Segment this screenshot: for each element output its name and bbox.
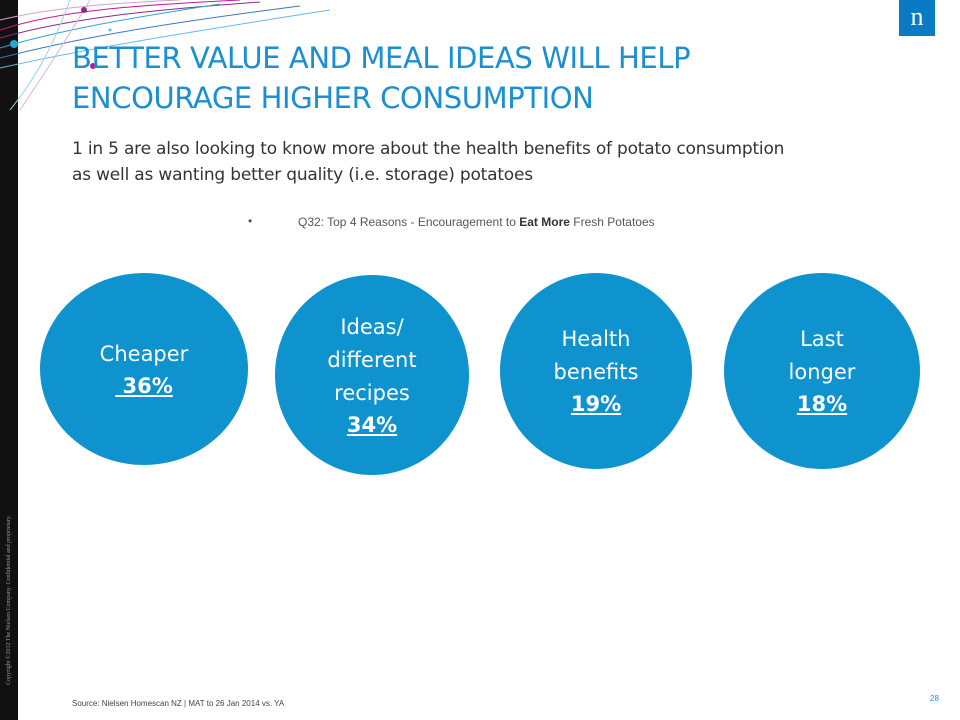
question-emphasis: Eat More: [519, 215, 570, 229]
reason-label: Cheaper: [99, 341, 189, 366]
page-title: BETTER VALUE AND MEAL IDEAS WILL HELP EN…: [72, 38, 932, 118]
copyright-note: Copyright ©2012 The Nielsen Company. Con…: [6, 515, 12, 685]
title-line-2: ENCOURAGE HIGHER CONSUMPTION: [72, 81, 594, 115]
nielsen-logo: n: [899, 0, 935, 36]
page-number: 28: [930, 694, 939, 703]
question-suffix: Fresh Potatoes: [569, 215, 655, 229]
reason-percent: 34%: [346, 412, 398, 437]
subtitle-line-1: 1 in 5 are also looking to know more abo…: [72, 139, 785, 159]
reason-percent: 18%: [796, 392, 848, 416]
reason-percent: 19%: [570, 392, 622, 416]
title-line-1: BETTER VALUE AND MEAL IDEAS WILL HELP: [72, 41, 691, 75]
left-sidebar-bar: [0, 0, 18, 720]
bullet-icon: •: [248, 214, 253, 228]
reason-percent: 36%: [115, 373, 173, 398]
source-note: Source: Nielsen Homescan NZ | MAT to 26 …: [72, 699, 285, 708]
decorative-swirl: [0, 0, 330, 110]
reason-label: Ideas/ different recipes: [327, 314, 417, 405]
reason-circle-cheaper: Cheaper 36%: [40, 273, 248, 465]
reason-circle-health: Health benefits 19%: [500, 273, 692, 469]
question-prefix: Q32: Top 4 Reasons - Encouragement to: [298, 215, 520, 229]
question-text: Q32: Top 4 Reasons - Encouragement to Ea…: [298, 215, 655, 229]
subtitle-line-2: as well as wanting better quality (i.e. …: [72, 165, 533, 185]
page-subtitle: 1 in 5 are also looking to know more abo…: [72, 136, 932, 188]
reason-circle-ideas: Ideas/ different recipes 34%: [275, 275, 469, 475]
reason-label: Last longer: [788, 327, 856, 384]
reason-label: Health benefits: [553, 327, 639, 384]
reason-circle-last-longer: Last longer 18%: [724, 273, 920, 469]
